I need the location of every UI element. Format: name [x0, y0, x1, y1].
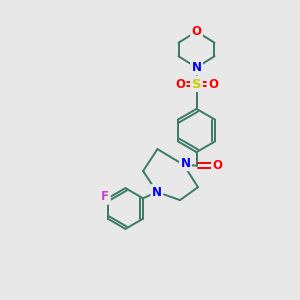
- Text: O: O: [212, 159, 223, 172]
- Text: O: O: [191, 25, 202, 38]
- Text: N: N: [152, 185, 162, 199]
- Text: S: S: [192, 77, 201, 91]
- Text: N: N: [191, 61, 202, 74]
- Text: F: F: [101, 190, 109, 203]
- Text: O: O: [175, 77, 185, 91]
- Text: O: O: [208, 77, 218, 91]
- Text: N: N: [180, 157, 190, 170]
